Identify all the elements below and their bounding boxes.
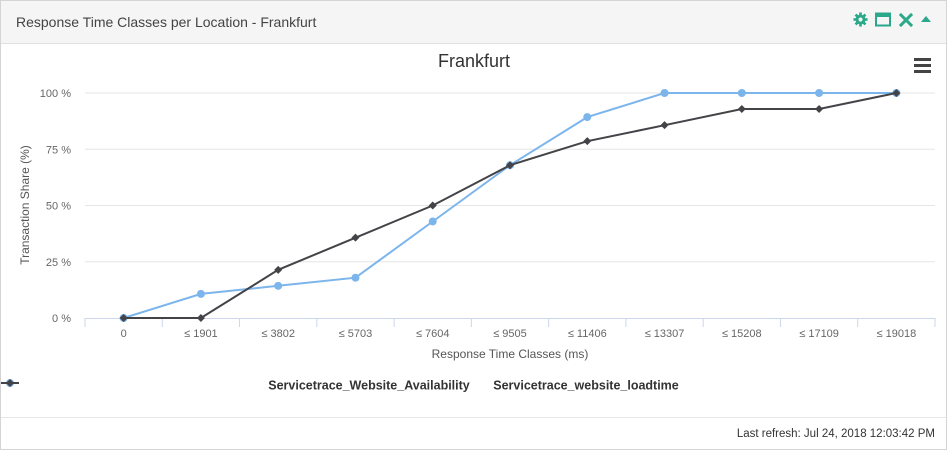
legend-label-availability: Servicetrace_Website_Availability xyxy=(268,378,470,393)
data-point[interactable] xyxy=(428,217,437,226)
x-tick-label: ≤ 1901 xyxy=(184,328,218,340)
legend-item-loadtime[interactable]: Servicetrace_website_loadtime xyxy=(1,378,679,393)
x-tick-label: ≤ 5703 xyxy=(339,328,373,340)
data-point[interactable] xyxy=(815,104,824,113)
legend-item-availability[interactable]: Servicetrace_Website_Availability xyxy=(1,378,470,393)
panel-header: Response Time Classes per Location - Fra… xyxy=(1,1,946,44)
x-tick-label: ≤ 11406 xyxy=(568,328,607,340)
chart-area: Frankfurt 0 % 25 % 50 % 75 % 100 % 0 ≤ 1901 ≤ 3… xyxy=(1,44,946,416)
data-point[interactable] xyxy=(351,233,360,242)
x-tick-label: ≤ 7604 xyxy=(416,328,450,340)
last-refresh: Last refresh: Jul 24, 2018 12:03:42 PM xyxy=(736,428,935,440)
chart-legend: Servicetrace_Website_Availability Servic… xyxy=(1,378,946,393)
y-tick-label: 0 % xyxy=(52,313,71,325)
x-tick-label: ≤ 9505 xyxy=(493,328,527,340)
data-point[interactable] xyxy=(274,265,283,274)
x-tick-label: ≤ 15208 xyxy=(722,328,762,340)
data-point[interactable] xyxy=(119,314,128,322)
chart-menu-button[interactable] xyxy=(914,58,932,74)
data-point[interactable] xyxy=(737,104,746,113)
header-tools xyxy=(850,12,932,30)
x-tick-label: 0 xyxy=(121,328,127,340)
legend-label-loadtime: Servicetrace_website_loadtime xyxy=(493,378,679,393)
y-tick-label: 75 % xyxy=(46,144,71,156)
panel-footer: Last refresh: Jul 24, 2018 12:03:42 PM xyxy=(1,417,946,450)
data-point[interactable] xyxy=(506,161,514,170)
y-tick-label: 100 % xyxy=(40,88,71,100)
maximize-icon[interactable] xyxy=(875,12,892,32)
y-tick-label: 25 % xyxy=(46,257,71,269)
x-tick-label: ≤ 13307 xyxy=(645,328,685,340)
data-point[interactable] xyxy=(660,121,669,130)
data-point[interactable] xyxy=(737,89,746,97)
collapse-icon[interactable] xyxy=(920,12,932,32)
data-point[interactable] xyxy=(583,137,592,146)
chart-title: Frankfurt xyxy=(438,51,510,71)
y-tick-label: 50 % xyxy=(46,201,71,213)
line-chart: Frankfurt 0 % 25 % 50 % 75 % 100 % 0 ≤ 1901 ≤ 3… xyxy=(18,51,936,361)
panel-title: Response Time Classes per Location - Fra… xyxy=(16,14,317,30)
x-tick-label: ≤ 3802 xyxy=(261,328,295,340)
y-axis-title: Transaction Share (%) xyxy=(18,145,32,265)
legend-marker-loadtime xyxy=(1,379,19,387)
x-tick-label: ≤ 17109 xyxy=(799,328,839,340)
data-point[interactable] xyxy=(274,281,283,290)
data-point[interactable] xyxy=(892,89,901,97)
data-point[interactable] xyxy=(196,314,205,322)
close-icon[interactable] xyxy=(898,12,913,32)
x-axis-title: Response Time Classes (ms) xyxy=(432,347,589,361)
data-point[interactable] xyxy=(196,289,205,298)
data-point[interactable] xyxy=(583,113,592,122)
data-point[interactable] xyxy=(351,273,360,282)
x-tick-label: ≤ 19018 xyxy=(877,328,917,340)
data-point[interactable] xyxy=(815,89,824,97)
gear-icon[interactable] xyxy=(853,12,868,32)
data-point[interactable] xyxy=(428,201,437,210)
data-point[interactable] xyxy=(660,89,669,97)
